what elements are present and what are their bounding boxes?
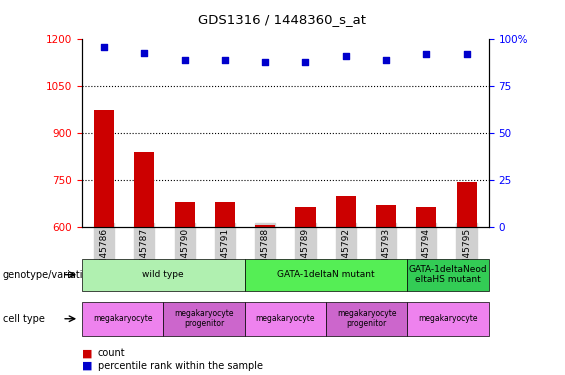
Bar <box>255 225 275 375</box>
Bar <box>457 182 477 375</box>
Bar <box>336 196 356 375</box>
Text: ■: ■ <box>82 361 93 370</box>
Bar <box>215 202 235 375</box>
Point <box>99 44 108 50</box>
Point <box>301 59 310 65</box>
Bar <box>94 110 114 375</box>
Point <box>220 57 229 63</box>
Bar <box>376 205 396 375</box>
Text: percentile rank within the sample: percentile rank within the sample <box>98 361 263 370</box>
Point <box>180 57 189 63</box>
Bar <box>134 152 154 375</box>
Bar <box>175 202 195 375</box>
Text: genotype/variation: genotype/variation <box>3 270 95 280</box>
Text: count: count <box>98 348 125 358</box>
Text: megakaryocyte: megakaryocyte <box>255 314 315 323</box>
Text: wild type: wild type <box>142 270 184 279</box>
Point <box>341 53 350 59</box>
Point <box>260 59 270 65</box>
Text: GATA-1deltaN mutant: GATA-1deltaN mutant <box>277 270 375 279</box>
Bar <box>416 207 436 375</box>
Text: GATA-1deltaNeod
eltaHS mutant: GATA-1deltaNeod eltaHS mutant <box>408 265 488 284</box>
Point <box>381 57 390 63</box>
Text: GDS1316 / 1448360_s_at: GDS1316 / 1448360_s_at <box>198 13 367 26</box>
Point <box>462 51 471 57</box>
Point <box>422 51 431 57</box>
Bar <box>295 207 315 375</box>
Text: megakaryocyte: megakaryocyte <box>93 314 153 323</box>
Text: megakaryocyte
progenitor: megakaryocyte progenitor <box>174 309 234 328</box>
Text: cell type: cell type <box>3 314 45 324</box>
Text: megakaryocyte: megakaryocyte <box>418 314 478 323</box>
Text: megakaryocyte
progenitor: megakaryocyte progenitor <box>337 309 397 328</box>
Point <box>140 50 149 55</box>
Text: ■: ■ <box>82 348 93 358</box>
